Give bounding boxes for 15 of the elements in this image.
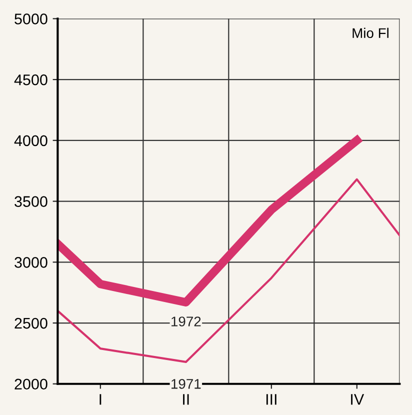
x-tick-label: III <box>266 394 276 405</box>
y-tick-label: 3000 <box>14 257 48 268</box>
y-tick-label: 4500 <box>14 74 48 86</box>
x-tick-label: IV <box>351 394 364 405</box>
series-label: 1971 <box>172 378 201 389</box>
y-tick-label: 4000 <box>14 135 48 146</box>
y-tick-label: 2500 <box>14 318 48 329</box>
line-series <box>58 178 400 364</box>
x-tick-label: II <box>183 394 189 405</box>
x-tick-label: I <box>100 394 102 405</box>
annotation: Mio Fl <box>352 28 388 38</box>
y-tick-label: 3500 <box>14 196 48 207</box>
y-tick-label: 5000 <box>14 14 48 24</box>
y-tick-label: 2000 <box>14 378 48 390</box>
series-label: 1972 <box>172 316 201 326</box>
